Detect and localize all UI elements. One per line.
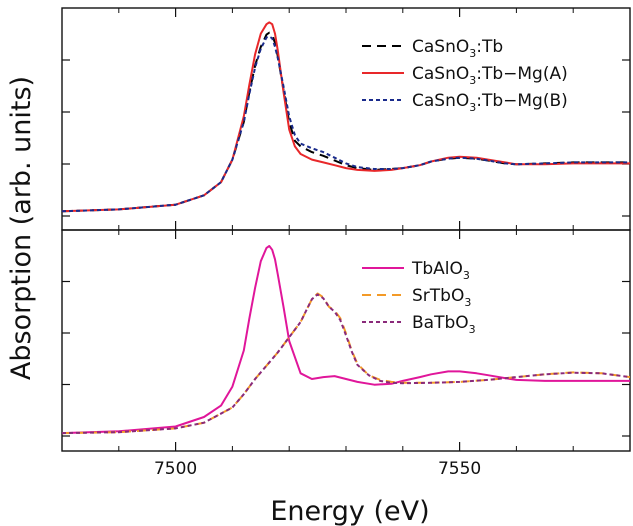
x-tick-label: 7550: [438, 459, 481, 479]
legend-label: SrTbO3: [412, 286, 471, 309]
series-line-srtbo3: [62, 292, 630, 435]
plot-frame: [61, 229, 631, 452]
series-line-batbo3: [62, 293, 630, 435]
x-tick-label: 7500: [154, 459, 197, 479]
x-tick-labels: 7500 7550: [154, 459, 481, 479]
legend-label: CaSnO3:Tb−Mg(B): [412, 91, 568, 114]
y-axis-title: Absorption (arb. units): [6, 76, 37, 380]
legend-label: BaTbO3: [412, 313, 476, 336]
panel-bottom: TbAlO3 SrTbO3 BaTbO3: [61, 229, 631, 452]
series-line-casno3-tb-mg-a-: [62, 21, 630, 213]
panel-top: CaSnO3:Tb CaSnO3:Tb−Mg(A) CaSnO3:Tb−Mg(B): [61, 7, 631, 231]
series-line-casno3-tb: [62, 31, 630, 213]
plot-frame: [61, 7, 631, 231]
series-line-tbalo3: [62, 245, 630, 435]
x-axis-title: Energy (eV): [270, 496, 429, 526]
legend-label: CaSnO3:Tb−Mg(A): [412, 64, 568, 87]
legend-label: TbAlO3: [411, 259, 470, 282]
series-line-casno3-tb-mg-b-: [62, 35, 630, 213]
legend-label: CaSnO3:Tb: [412, 37, 503, 60]
